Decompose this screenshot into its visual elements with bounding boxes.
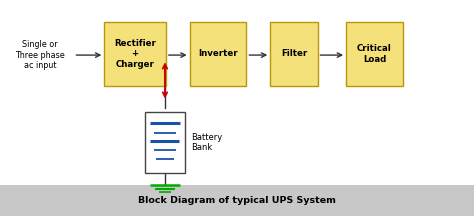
FancyBboxPatch shape: [0, 185, 474, 216]
Text: Critical
Load: Critical Load: [357, 44, 392, 64]
FancyBboxPatch shape: [346, 22, 403, 86]
FancyBboxPatch shape: [270, 22, 318, 86]
FancyBboxPatch shape: [145, 112, 185, 173]
Text: Inverter: Inverter: [198, 49, 238, 59]
Text: Single or
Three phase
ac input: Single or Three phase ac input: [16, 40, 65, 70]
FancyBboxPatch shape: [104, 22, 166, 86]
Text: Rectifier
+
Charger: Rectifier + Charger: [114, 39, 156, 69]
Text: Block Diagram of typical UPS System: Block Diagram of typical UPS System: [138, 196, 336, 205]
Text: Battery
Bank: Battery Bank: [191, 133, 222, 152]
Text: Filter: Filter: [281, 49, 307, 59]
FancyBboxPatch shape: [190, 22, 246, 86]
